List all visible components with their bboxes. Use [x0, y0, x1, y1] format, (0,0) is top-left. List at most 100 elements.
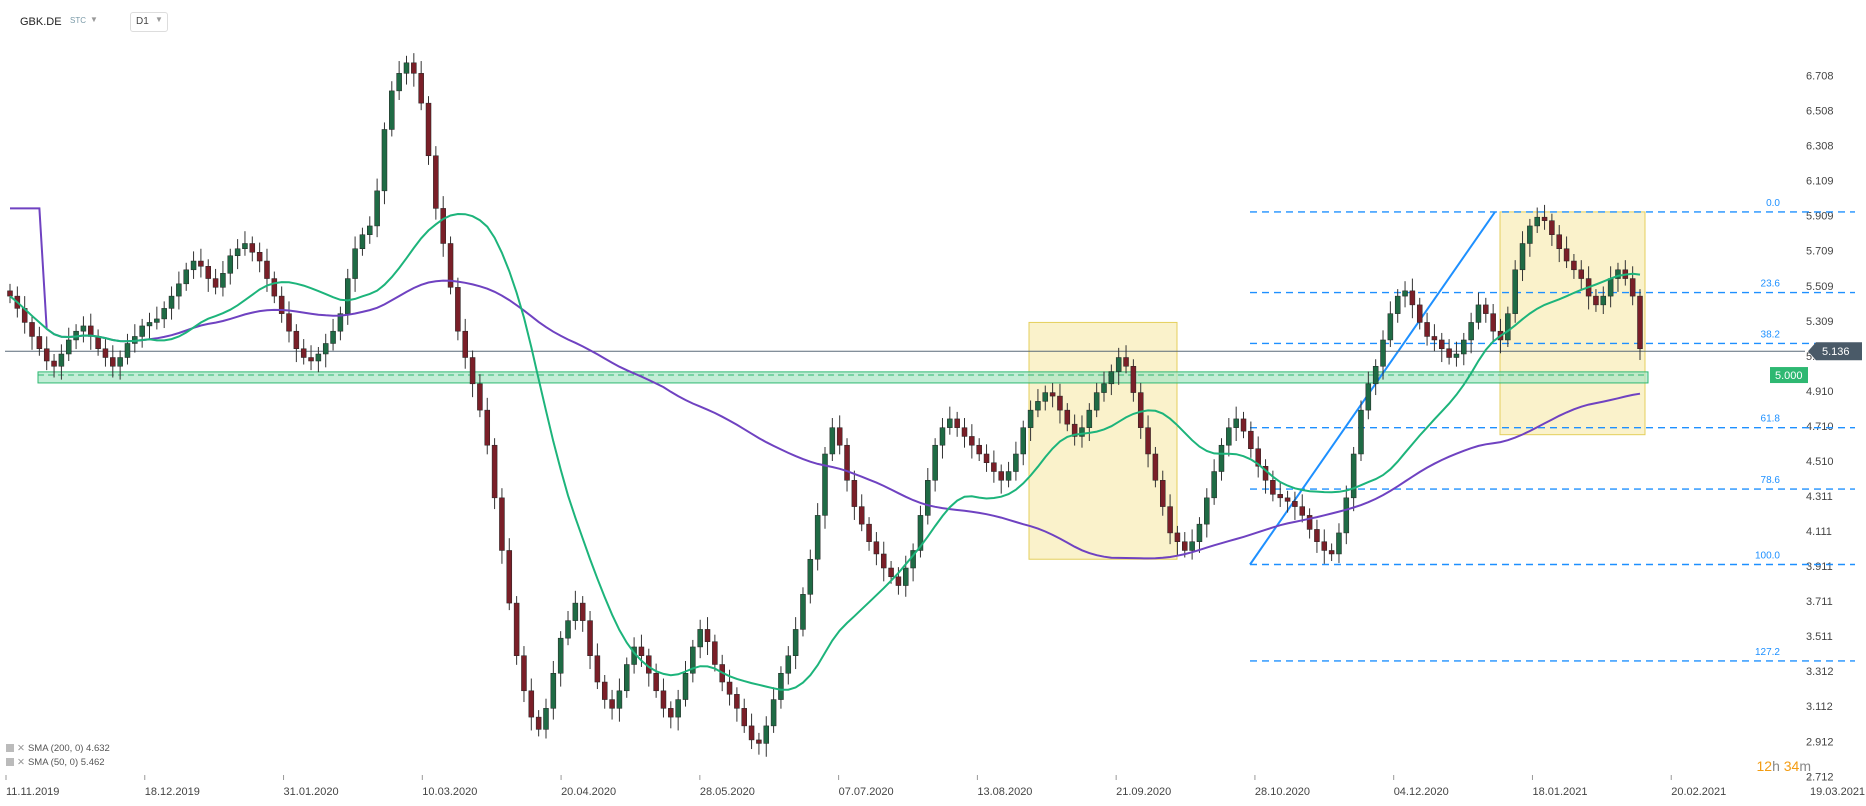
settings-icon[interactable] — [6, 758, 14, 766]
candle-body — [1350, 453, 1357, 499]
candle-body — [521, 655, 527, 692]
candle-body — [557, 637, 564, 674]
price-tick-label: 4.510 — [1806, 456, 1834, 468]
date-tick-label: 11.11.2019 — [6, 786, 59, 798]
candle-body — [690, 646, 696, 674]
timer-hours: 12 — [1756, 758, 1773, 774]
candle-body — [1380, 339, 1386, 367]
candle-body — [168, 295, 175, 309]
date-tick-label: 18.12.2019 — [145, 786, 200, 798]
candle-body — [271, 278, 278, 297]
candle-body — [1013, 453, 1019, 472]
candle-body — [1519, 243, 1526, 271]
price-tick-label: 5.909 — [1806, 211, 1834, 223]
candle-body — [95, 336, 101, 349]
symbol-label[interactable]: GBK.DE — [20, 16, 62, 28]
candle-body — [352, 248, 358, 279]
candle-body — [1600, 295, 1607, 306]
candle-body — [381, 129, 388, 192]
candle-body — [624, 664, 630, 692]
candle-body — [389, 90, 395, 130]
candle-body — [844, 444, 850, 481]
candle-body — [697, 629, 703, 648]
candle-body — [1255, 448, 1261, 467]
candle-body — [1079, 427, 1085, 437]
candle-body — [675, 699, 681, 718]
candle-body — [880, 553, 887, 569]
timer-minutes-unit: m — [1799, 758, 1811, 774]
interval-label: D1 — [136, 16, 149, 27]
candle-body — [1292, 501, 1298, 507]
candle-body — [1607, 278, 1614, 297]
candle-body — [7, 290, 13, 297]
candle-body — [513, 602, 520, 656]
candle-body — [756, 739, 762, 744]
candle-body — [484, 409, 491, 446]
candle-body — [308, 357, 314, 362]
price-tick-label: 5.309 — [1806, 316, 1834, 328]
fib-level-label: 23.6 — [1761, 279, 1781, 290]
candle-body — [234, 248, 241, 257]
candle-body — [1541, 216, 1548, 221]
legend-sma-50[interactable]: ✕ SMA (50, 0) 5.462 — [6, 757, 105, 768]
settings-icon[interactable] — [6, 744, 14, 752]
candle-body — [249, 243, 256, 253]
candle-body — [1159, 480, 1166, 507]
candle-body — [198, 260, 204, 267]
close-icon[interactable]: ✕ — [17, 757, 25, 768]
candle-body — [139, 325, 145, 337]
support-zone — [37, 371, 1649, 384]
candle-body — [947, 418, 953, 428]
candle-body — [183, 269, 189, 285]
candle-body — [425, 102, 432, 157]
candle-body — [873, 541, 880, 555]
price-tick-label: 4.111 — [1806, 526, 1832, 538]
candle-body — [939, 427, 946, 446]
candle-body — [543, 708, 549, 730]
date-tick-label: 04.12.2020 — [1394, 786, 1449, 798]
date-tick-label: 13.08.2020 — [977, 786, 1032, 798]
close-icon[interactable]: ✕ — [17, 743, 25, 754]
candle-body — [734, 694, 740, 709]
price-tick-label: 6.109 — [1806, 176, 1834, 188]
candle-body — [322, 343, 329, 355]
candle-body — [102, 348, 109, 358]
candle-body — [800, 594, 806, 630]
candle-body — [1240, 418, 1247, 432]
price-tick-label: 5.509 — [1806, 281, 1834, 293]
candle-body — [822, 453, 828, 516]
date-tick-label: 28.05.2020 — [700, 786, 755, 798]
candle-body — [653, 673, 659, 692]
candle-body — [1049, 392, 1056, 397]
candle-body — [1277, 494, 1283, 499]
candle-body — [1071, 423, 1078, 437]
candle-body — [110, 357, 116, 367]
candle-body — [418, 73, 424, 104]
candle-body — [712, 641, 718, 665]
candle-body — [117, 357, 123, 367]
date-tick-label: 28.10.2020 — [1255, 786, 1310, 798]
candle-body — [1042, 392, 1049, 402]
fib-level-label: 127.2 — [1755, 647, 1780, 658]
candle-body — [315, 353, 322, 362]
candle-body — [594, 655, 601, 683]
legend-sma-200[interactable]: ✕ SMA (200, 0) 4.632 — [6, 743, 110, 754]
last-price-label: 5.136 — [1822, 346, 1850, 358]
interval-selector[interactable]: D1 ▼ — [130, 12, 168, 32]
candle-body — [535, 716, 542, 730]
candle-body — [1409, 290, 1416, 306]
candle-body — [1563, 248, 1570, 262]
date-tick-label: 21.09.2020 — [1116, 786, 1171, 798]
candle-body — [58, 353, 65, 367]
candle-body — [587, 620, 593, 656]
candle-body — [572, 602, 579, 621]
candle-body — [1527, 225, 1533, 244]
candle-body — [726, 681, 733, 695]
candle-body — [1387, 313, 1394, 341]
symbol-dropdown-icon[interactable]: ▼ — [90, 15, 98, 24]
candle-body — [1615, 269, 1621, 279]
candle-body — [227, 255, 234, 274]
candle-body — [1439, 339, 1445, 349]
candle-body — [888, 567, 894, 578]
